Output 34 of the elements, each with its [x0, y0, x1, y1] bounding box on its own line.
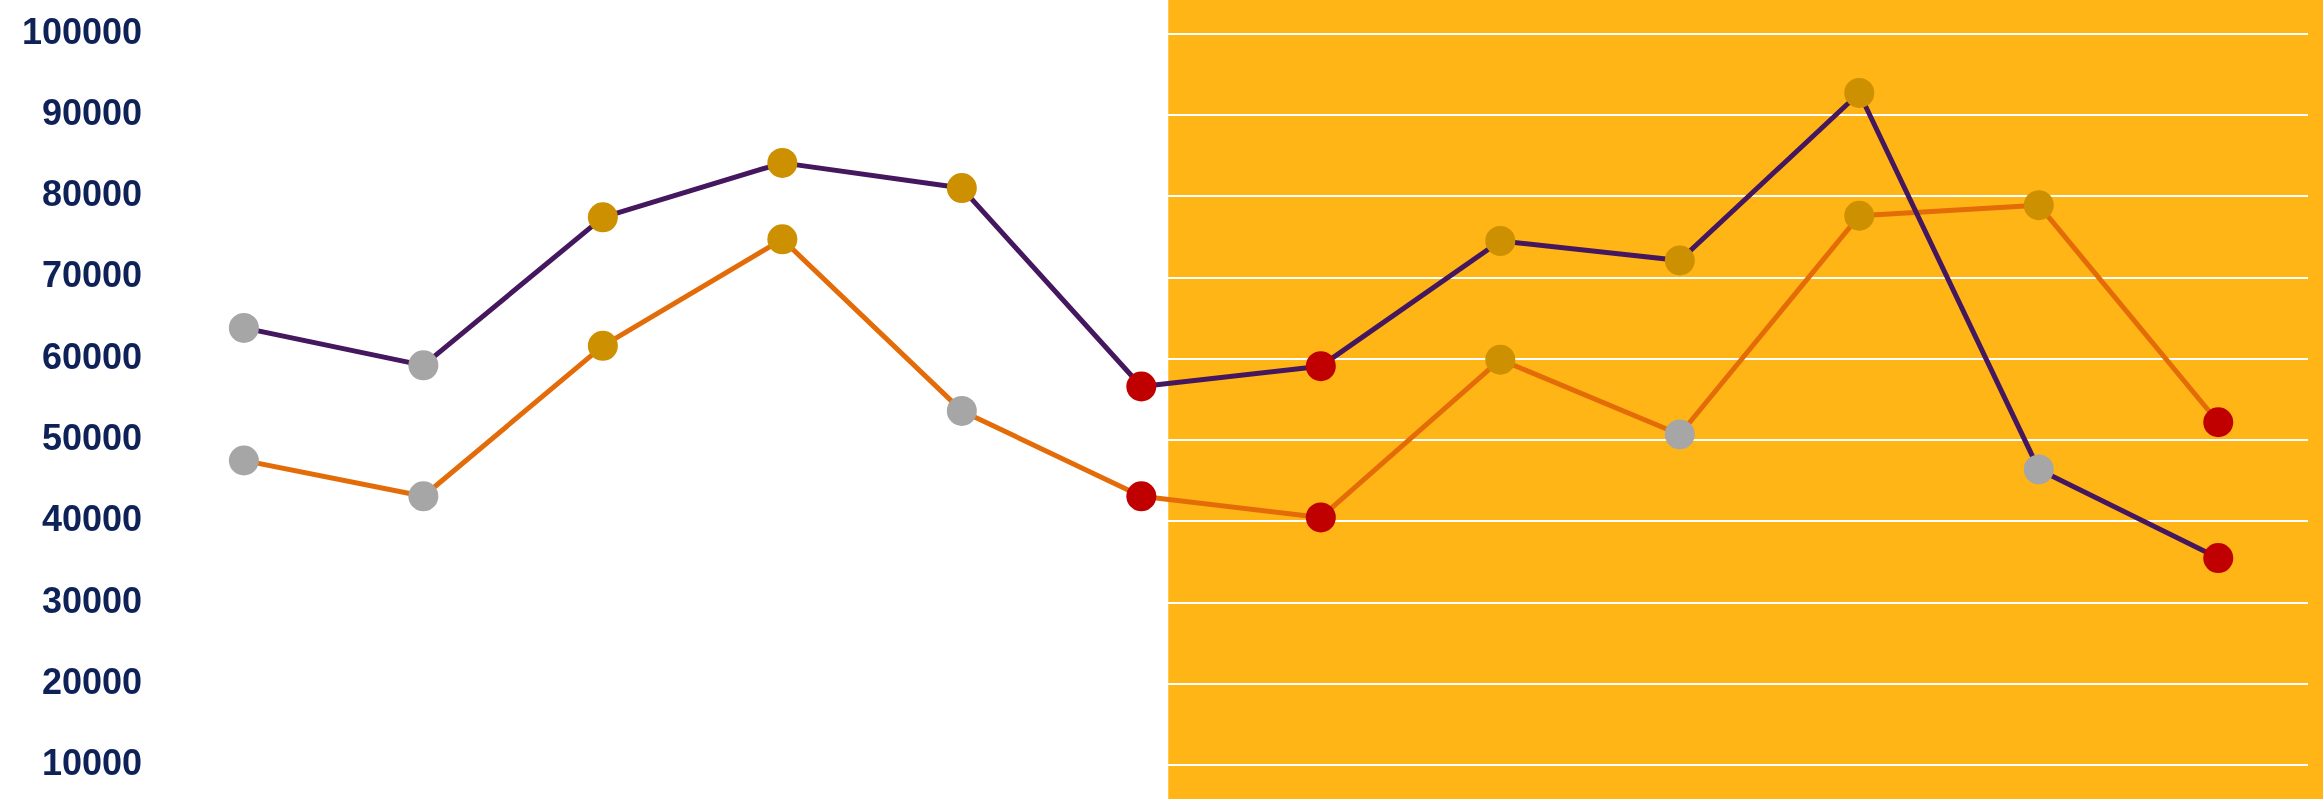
point	[2203, 543, 2234, 574]
point	[2023, 190, 2054, 221]
y-tick-label: 10000	[42, 742, 143, 784]
y-tick-label: 40000	[42, 498, 143, 540]
point	[408, 481, 439, 512]
point	[1485, 225, 1516, 256]
point	[1844, 77, 1875, 108]
point	[946, 395, 977, 426]
y-tick-label: 90000	[42, 91, 143, 133]
point	[587, 330, 618, 361]
point	[2023, 454, 2054, 485]
y-tick-label: 100000	[21, 10, 143, 52]
point	[1305, 351, 1336, 382]
point	[1664, 419, 1695, 450]
y-tick-label: 70000	[42, 254, 143, 296]
point	[587, 202, 618, 233]
y-tick-label: 80000	[42, 173, 143, 215]
point	[1485, 344, 1516, 375]
point	[1844, 200, 1875, 231]
y-tick-label: 50000	[42, 417, 143, 459]
point	[767, 147, 798, 178]
point	[1305, 502, 1336, 533]
point	[946, 173, 977, 204]
point	[1126, 371, 1157, 402]
point	[1664, 245, 1695, 276]
point	[228, 312, 259, 343]
point	[228, 445, 259, 476]
point	[767, 224, 798, 255]
point	[408, 350, 439, 381]
point	[2203, 407, 2234, 438]
y-tick-label: 20000	[42, 661, 143, 703]
y-tick-label: 60000	[42, 335, 143, 377]
point	[1126, 481, 1157, 512]
y-tick-label: 30000	[42, 579, 143, 621]
